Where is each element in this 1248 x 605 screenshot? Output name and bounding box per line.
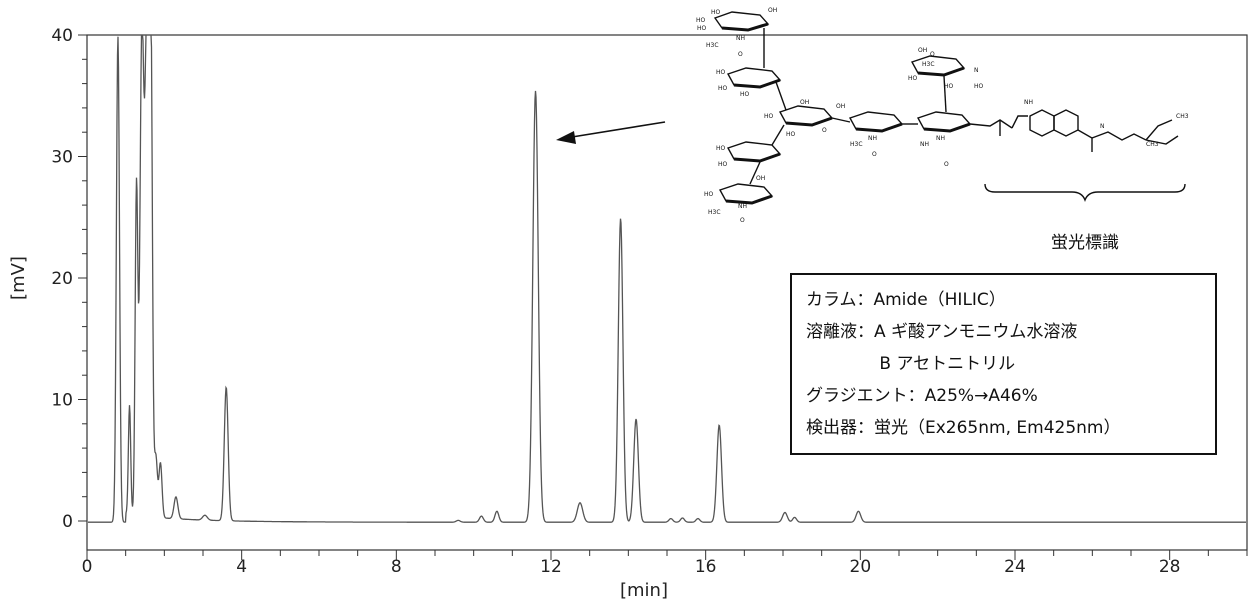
structure-atom-label: OH — [836, 103, 845, 110]
structure-atom-label: NH — [936, 135, 945, 142]
peak-point — [496, 509, 498, 511]
x-tick-label: 28 — [1159, 557, 1181, 577]
x-tick-label: 20 — [850, 557, 872, 577]
structure-atom-label: HO — [711, 9, 721, 16]
conditions-box: カラム：Amide（HILIC） 溶離液：A ギ酸アンモニウム水溶液 B アセト… — [790, 273, 1217, 455]
peak-point — [635, 417, 637, 419]
structure-atom-label: N — [1100, 123, 1105, 130]
structure-atom-label: OH — [800, 99, 809, 106]
fluor-label-label: 蛍光標識 — [1051, 233, 1119, 253]
structure-atom-label: HO — [718, 161, 728, 168]
peak-point — [620, 216, 622, 218]
structure-atom-label: O — [930, 51, 935, 58]
x-tick-label: 8 — [391, 557, 402, 577]
condition-eluent-b: B アセトニトリル — [806, 354, 1015, 374]
structure-atom-label: NH — [1024, 99, 1033, 106]
x-tick-label: 4 — [236, 557, 247, 577]
structure-atom-label: O — [738, 51, 743, 58]
peak-point — [457, 518, 459, 520]
peak-point — [697, 517, 699, 519]
structure-atom-label: NH — [738, 203, 747, 210]
structure-atom-label: H3C — [922, 61, 935, 68]
x-tick-label: 0 — [82, 557, 93, 577]
y-tick-label: 20 — [51, 269, 73, 289]
condition-gradient: グラジエント：A25%→A46% — [806, 386, 1038, 406]
x-tick-label: 12 — [540, 557, 562, 577]
y-tick-label: 30 — [51, 148, 73, 168]
structure-atom-label: H3C — [706, 42, 719, 49]
peak-point — [682, 516, 684, 518]
chromatogram-trace — [88, 34, 1246, 523]
structure-atom-label: HO — [974, 83, 984, 90]
structure-atom-label: H3C — [708, 209, 721, 216]
peak-point — [535, 89, 537, 91]
condition-detector: 検出器：蛍光（Ex265nm, Em425nm） — [806, 418, 1120, 438]
y-tick-label: 0 — [62, 512, 73, 532]
condition-eluent-a: 溶離液：A ギ酸アンモニウム水溶液 — [806, 322, 1077, 342]
structure-atom-label: HO — [908, 75, 918, 82]
structure-atom-label: HO — [786, 131, 796, 138]
structure-atom-label: O — [740, 217, 745, 224]
structure-atom-label: HO — [716, 145, 726, 152]
structure-atom-label: NH — [920, 141, 929, 148]
structure-atom-label: HO — [740, 91, 750, 98]
structure-atom-label: O — [822, 127, 827, 134]
structure-atom-label: HO — [696, 17, 706, 24]
structure-atom-label: NH — [736, 35, 745, 42]
condition-column: カラム：Amide（HILIC） — [806, 290, 1006, 310]
axis-tick-labels: 0 4 8 12 16 20 24 28 0 10 20 30 40 — [51, 26, 1180, 577]
structure-atom-label: CH3 — [1176, 113, 1189, 120]
structure-atom-label: OH — [918, 47, 927, 54]
peak-point — [858, 509, 860, 511]
glycan-structure-diagram: HO OHHOHOH3CNHOHOHOHOOHHOOHHOOH3CNHOHOHOO… — [690, 2, 1189, 253]
axis-ticks — [78, 34, 1248, 560]
structure-atom-label: OH — [756, 175, 765, 182]
structure-atom-label: HO — [944, 83, 954, 90]
x-axis-title: [min] — [620, 580, 668, 601]
structure-atom-label: HO — [704, 191, 714, 198]
structure-atom-label: HO — [764, 113, 774, 120]
structure-atom-label: HO — [718, 85, 728, 92]
structure-atom-label: CH3 — [1146, 141, 1159, 148]
peak-point — [794, 515, 796, 517]
structure-atom-label: O — [944, 161, 949, 168]
structure-atom-label: H3C — [850, 141, 863, 148]
peak-arrow — [556, 121, 666, 144]
y-tick-label: 40 — [51, 26, 73, 46]
y-tick-label: 10 — [51, 391, 73, 411]
y-axis-title: [mV] — [8, 256, 29, 300]
x-tick-label: 24 — [1004, 557, 1026, 577]
structure-atom-label: O — [872, 151, 877, 158]
structure-atom-label: OH — [768, 7, 777, 14]
structure-atom-label: HO — [697, 25, 707, 32]
structure-atom-label: N — [974, 67, 979, 74]
structure-atom-label: NH — [868, 135, 877, 142]
peak-point — [670, 517, 672, 519]
structure-atom-label: HO — [716, 69, 726, 76]
x-tick-label: 16 — [695, 557, 717, 577]
